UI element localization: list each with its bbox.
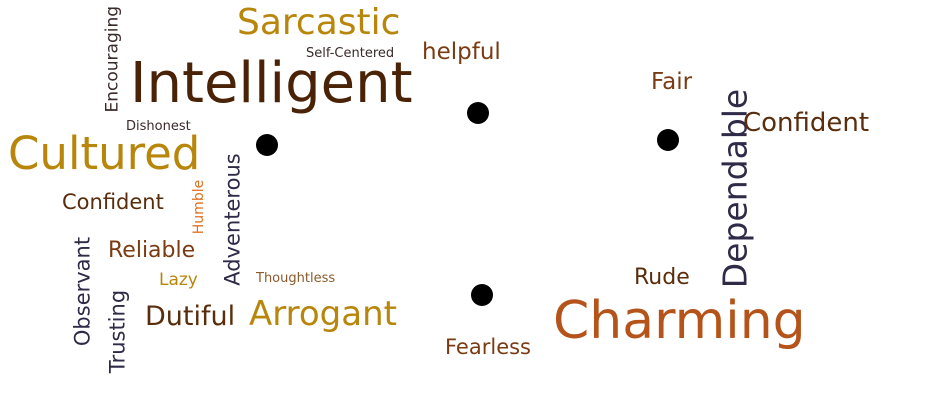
word-charming: Charming bbox=[553, 291, 806, 351]
word-rude: Rude bbox=[634, 265, 690, 290]
word-thoughtless: Thoughtless bbox=[256, 271, 336, 286]
word-dutiful: Dutiful bbox=[145, 301, 236, 332]
word-fair: Fair bbox=[651, 69, 693, 95]
black-dot bbox=[467, 102, 489, 124]
word-trusting: Trusting bbox=[105, 289, 130, 374]
word-self-centered: Self-Centered bbox=[306, 46, 395, 61]
word-lazy: Lazy bbox=[159, 270, 198, 290]
black-dot bbox=[471, 284, 493, 306]
word-sarcastic: Sarcastic bbox=[237, 2, 401, 43]
word-humble: Humble bbox=[191, 179, 207, 235]
word-cultured: Cultured bbox=[8, 127, 201, 180]
word-confident-right: Confident bbox=[743, 108, 870, 138]
word-arrogant: Arrogant bbox=[249, 294, 397, 334]
word-observant: Observant bbox=[70, 236, 95, 347]
word-intelligent: Intelligent bbox=[130, 51, 413, 116]
word-helpful: helpful bbox=[422, 39, 501, 65]
black-dot bbox=[256, 134, 278, 156]
word-reliable: Reliable bbox=[108, 238, 196, 263]
word-encouraging: Encouraging bbox=[102, 5, 123, 113]
word-dishonest: Dishonest bbox=[126, 119, 191, 134]
word-adventerous: Adventerous bbox=[220, 153, 245, 286]
black-dot bbox=[657, 129, 679, 151]
word-confident-left: Confident bbox=[62, 190, 164, 214]
word-fearless: Fearless bbox=[445, 335, 531, 359]
